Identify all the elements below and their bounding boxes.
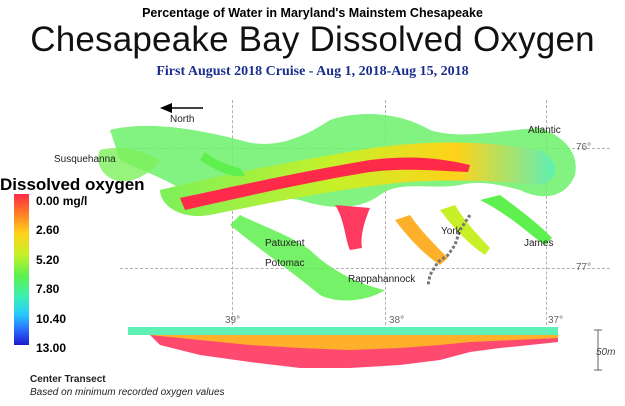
longitude-line-37	[546, 100, 547, 330]
longitude-39-label: 39°	[225, 315, 241, 326]
depth-scale-label: 50m	[596, 347, 616, 358]
label-susquehanna: Susquehanna	[54, 154, 116, 165]
james-river	[480, 195, 552, 245]
page-title: Chesapeake Bay Dissolved Oxygen	[30, 20, 595, 59]
caption: Percentage of Water in Maryland's Mainst…	[142, 6, 483, 20]
legend-color-bar	[14, 194, 29, 345]
center-transect	[128, 327, 602, 371]
western-shore-creeks	[200, 152, 245, 177]
north-arrow	[160, 103, 203, 113]
york-river	[440, 205, 490, 255]
latitude-77-label: 77°	[576, 262, 592, 273]
legend-tick-1: 2.60	[36, 223, 60, 237]
legend-tick-2: 5.20	[36, 253, 60, 267]
susquehanna-flats	[98, 148, 160, 182]
potomac-river	[230, 215, 385, 301]
label-atlantic: Atlantic	[528, 125, 561, 136]
transect-note: Based on minimum recorded oxygen values	[30, 387, 225, 398]
transect-title: Center Transect	[30, 374, 106, 385]
label-potomac: Potomac	[265, 258, 305, 269]
label-james: James	[524, 238, 554, 249]
longitude-line-38	[385, 100, 386, 330]
patuxent-river	[335, 205, 370, 250]
label-york: York	[441, 226, 461, 237]
latitude-line-77	[120, 268, 610, 269]
longitude-37-label: 37°	[548, 315, 564, 326]
bay-central-region	[160, 142, 555, 216]
cruise-subtitle: First August 2018 Cruise - Aug 1, 2018-A…	[156, 64, 469, 79]
york-channel-path	[426, 214, 472, 286]
longitude-line-39	[232, 100, 233, 330]
label-patuxent: Patuxent	[265, 238, 305, 249]
legend-tick-3: 7.80	[36, 282, 60, 296]
longitude-38-label: 38°	[389, 315, 405, 326]
legend-tick-0: 0.00 mg/l	[36, 194, 88, 208]
north-label: North	[170, 114, 195, 125]
legend-tick-4: 10.40	[36, 312, 67, 326]
rappahannock-river	[395, 215, 448, 265]
legend-tick-5: 13.00	[36, 341, 67, 355]
label-rappahannock: Rappahannock	[348, 274, 416, 285]
latitude-76-label: 76°	[576, 142, 592, 153]
anoxic-channel	[180, 157, 470, 210]
legend-title: Dissolved oxygen	[0, 175, 145, 194]
